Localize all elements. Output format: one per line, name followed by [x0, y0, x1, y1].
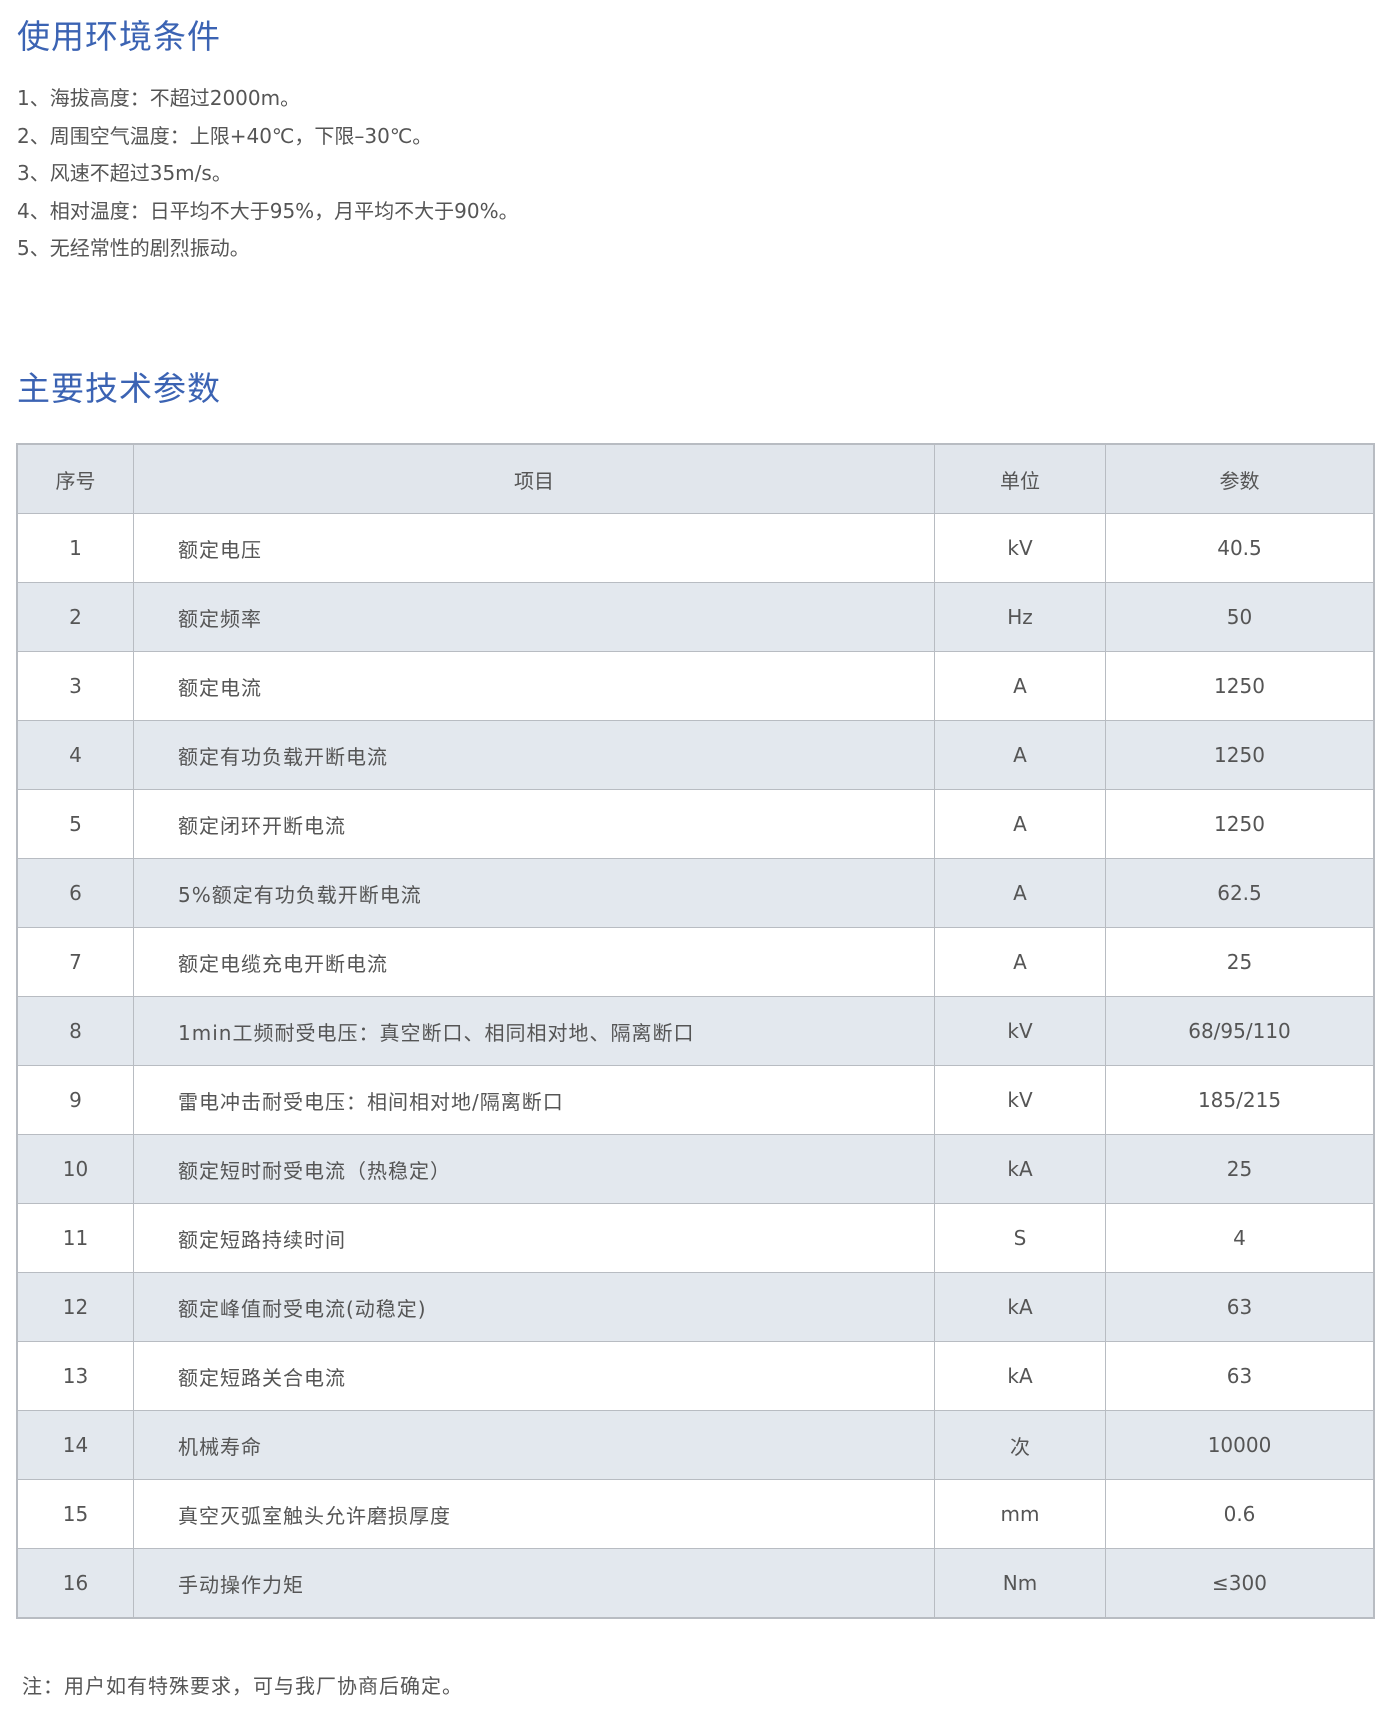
cell-unit: Nm	[934, 1548, 1106, 1619]
cell-value: 1250	[1105, 789, 1375, 859]
cell-value: 0.6	[1105, 1479, 1375, 1549]
parameters-table: 序号 项目 单位 参数 1 额定电压 kV 40.5 2 额定频率 Hz 50 3 额定电流 A 12…	[16, 443, 1375, 1619]
cell-value: 62.5	[1105, 858, 1375, 928]
list-item: 5、无经常性的剧烈振动。	[17, 236, 250, 260]
cell-value: 63	[1105, 1341, 1375, 1411]
cell-value: 63	[1105, 1272, 1375, 1342]
cell-value: 185/215	[1105, 1065, 1375, 1135]
list-item: 1、海拔高度：不超过2000m。	[17, 86, 301, 110]
cell-value: 1250	[1105, 720, 1375, 790]
cell-value: 40.5	[1105, 513, 1375, 583]
cell-unit: kA	[934, 1272, 1106, 1342]
environment-conditions-list: 1、海拔高度：不超过2000m。 2、周围空气温度：上限+40℃，下限–30℃。 3…	[17, 84, 519, 272]
cell-item: 5%额定有功负载开断电流	[133, 858, 935, 928]
cell-unit: A	[934, 651, 1106, 721]
cell-unit: mm	[934, 1479, 1106, 1549]
cell-item: 雷电冲击耐受电压：相间相对地/隔离断口	[133, 1065, 935, 1135]
cell-index: 11	[16, 1203, 134, 1273]
cell-index: 9	[16, 1065, 134, 1135]
cell-unit: kV	[934, 1065, 1106, 1135]
table-row: 1 额定电压 kV 40.5	[16, 513, 1375, 583]
table-row: 16 手动操作力矩 Nm ≤300	[16, 1548, 1375, 1619]
cell-index: 8	[16, 996, 134, 1066]
cell-index: 6	[16, 858, 134, 928]
table-row: 11 额定短路持续时间 S 4	[16, 1203, 1375, 1273]
table-row: 4 额定有功负载开断电流 A 1250	[16, 720, 1375, 790]
cell-index: 13	[16, 1341, 134, 1411]
cell-unit: A	[934, 858, 1106, 928]
cell-item: 额定短时耐受电流（热稳定）	[133, 1134, 935, 1204]
table-row: 13 额定短路关合电流 kA 63	[16, 1341, 1375, 1411]
table-row: 5 额定闭环开断电流 A 1250	[16, 789, 1375, 859]
table-row: 2 额定频率 Hz 50	[16, 582, 1375, 652]
cell-item: 额定频率	[133, 582, 935, 652]
footnote: 注：用户如有特殊要求，可与我厂协商后确定。	[22, 1674, 463, 1698]
cell-unit: 次	[934, 1410, 1106, 1480]
cell-index: 16	[16, 1548, 134, 1619]
cell-item: 额定电压	[133, 513, 935, 583]
cell-item: 额定短路持续时间	[133, 1203, 935, 1273]
environment-title: 使用环境条件	[17, 17, 221, 56]
table-row: 15 真空灭弧室触头允许磨损厚度 mm 0.6	[16, 1479, 1375, 1549]
table-row: 9 雷电冲击耐受电压：相间相对地/隔离断口 kV 185/215	[16, 1065, 1375, 1135]
cell-index: 14	[16, 1410, 134, 1480]
cell-value: 50	[1105, 582, 1375, 652]
table-row: 14 机械寿命次 10000	[16, 1410, 1375, 1480]
cell-item: 额定电缆充电开断电流	[133, 927, 935, 997]
table-row: 10 额定短时耐受电流（热稳定） kA 25	[16, 1134, 1375, 1204]
table-row: 7 额定电缆充电开断电流 A 25	[16, 927, 1375, 997]
cell-unit: A	[934, 720, 1106, 790]
cell-unit: Hz	[934, 582, 1106, 652]
cell-value: 25	[1105, 1134, 1375, 1204]
cell-index: 5	[16, 789, 134, 859]
header-unit: 单位	[934, 443, 1106, 514]
cell-index: 10	[16, 1134, 134, 1204]
cell-unit: kA	[934, 1134, 1106, 1204]
cell-index: 3	[16, 651, 134, 721]
table-row: 3 额定电流 A 1250	[16, 651, 1375, 721]
cell-item: 额定闭环开断电流	[133, 789, 935, 859]
cell-item: 额定有功负载开断电流	[133, 720, 935, 790]
cell-value: 1250	[1105, 651, 1375, 721]
cell-unit: A	[934, 789, 1106, 859]
parameters-title: 主要技术参数	[17, 369, 221, 408]
cell-index: 15	[16, 1479, 134, 1549]
cell-unit: kA	[934, 1341, 1106, 1411]
cell-unit: kV	[934, 513, 1106, 583]
header-index: 序号	[16, 443, 134, 514]
cell-index: 12	[16, 1272, 134, 1342]
cell-item: 额定短路关合电流	[133, 1341, 935, 1411]
cell-value: 68/95/110	[1105, 996, 1375, 1066]
list-item: 4、相对温度：日平均不大于95%，月平均不大于90%。	[17, 198, 519, 223]
header-item: 项目	[133, 443, 935, 514]
cell-value: ≤300	[1105, 1548, 1375, 1619]
cell-index: 7	[16, 927, 134, 997]
cell-index: 1	[16, 513, 134, 583]
table-row: 8 1min工频耐受电压：真空断口、相同相对地、隔离断口 kV 68/95/110	[16, 996, 1375, 1066]
table-row: 6 5%额定有功负载开断电流 A 62.5	[16, 858, 1375, 928]
cell-item: 机械寿命	[133, 1410, 935, 1480]
list-item: 2、周围空气温度：上限+40℃，下限–30℃。	[17, 123, 433, 148]
cell-item: 额定电流	[133, 651, 935, 721]
table-row: 12 额定峰值耐受电流(动稳定) kA 63	[16, 1272, 1375, 1342]
cell-item: 手动操作力矩	[133, 1548, 935, 1619]
cell-item: 真空灭弧室触头允许磨损厚度	[133, 1479, 935, 1549]
list-item: 3、风速不超过35m/s。	[17, 161, 232, 185]
cell-unit: kV	[934, 996, 1106, 1066]
cell-item: 额定峰值耐受电流(动稳定)	[133, 1272, 935, 1342]
cell-item: 1min工频耐受电压：真空断口、相同相对地、隔离断口	[133, 996, 935, 1066]
cell-value: 10000	[1105, 1410, 1375, 1480]
cell-value: 4	[1105, 1203, 1375, 1273]
cell-unit: A	[934, 927, 1106, 997]
table-header-row: 序号 项目 单位 参数	[16, 443, 1375, 514]
cell-index: 4	[16, 720, 134, 790]
header-value: 参数	[1105, 443, 1375, 514]
cell-unit: S	[934, 1203, 1106, 1273]
cell-index: 2	[16, 582, 134, 652]
cell-value: 25	[1105, 927, 1375, 997]
